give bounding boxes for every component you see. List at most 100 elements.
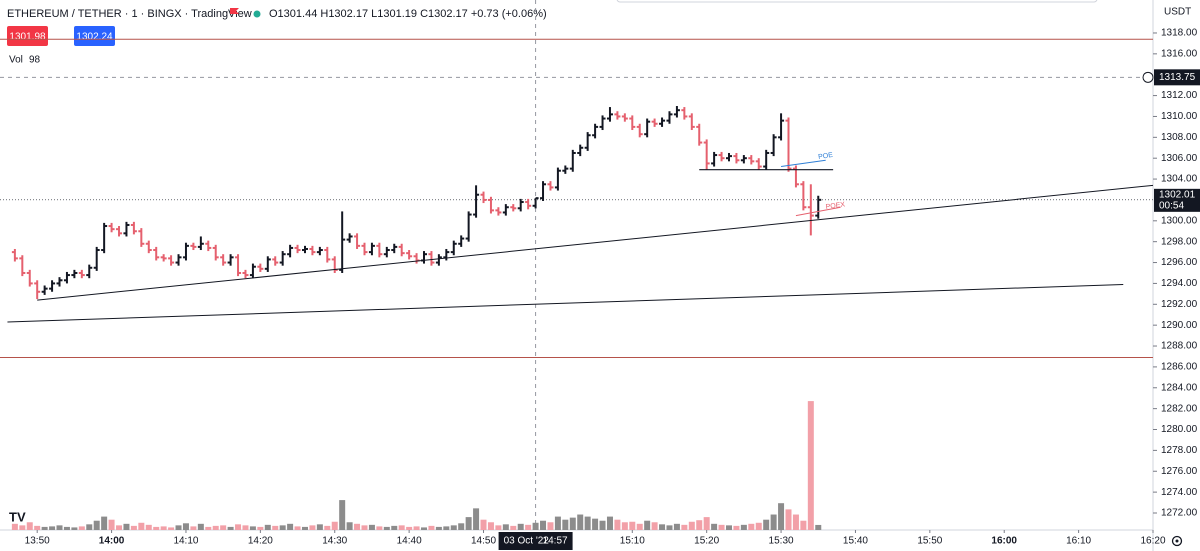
- volume-current: 98: [29, 55, 41, 66]
- y-tick-label: 1298.00: [1161, 236, 1198, 247]
- y-tick-label: 1318.00: [1161, 28, 1198, 39]
- y-tick-label: 1288.00: [1161, 341, 1198, 352]
- symbol-title: ETHEREUM / TETHER · 1 · BINGX · TradingV…: [7, 8, 252, 20]
- volume-bar: [272, 525, 279, 530]
- volume-bar: [49, 526, 56, 530]
- ohlc-bar: [770, 134, 777, 157]
- x-tick-label: 15:30: [769, 536, 794, 547]
- volume-bar: [770, 514, 777, 530]
- ohlc-bar: [11, 248, 18, 262]
- ohlc-bar: [264, 256, 271, 272]
- ohlc-bar: [49, 280, 56, 292]
- ohlc-bar: [428, 251, 435, 266]
- ohlc-bar: [108, 222, 115, 233]
- last-price-label: 1302.01: [1159, 189, 1196, 200]
- volume-bar: [78, 526, 85, 530]
- ohlc-bar: [220, 254, 227, 266]
- ohlc-bar: [517, 198, 524, 212]
- volume-bar: [182, 523, 189, 530]
- volume-bar: [413, 526, 420, 530]
- volume-bar: [145, 524, 152, 530]
- ohlc-bar: [101, 222, 108, 254]
- ohlc-bar: [510, 204, 517, 212]
- ohlc-bar: [301, 245, 308, 254]
- top-panel-edge: [616, 0, 1098, 3]
- ohlc-bar: [257, 263, 264, 272]
- ohlc-bar: [636, 123, 643, 138]
- volume-bar: [294, 526, 301, 530]
- settings-icon[interactable]: [1171, 535, 1183, 547]
- volume-bar: [168, 527, 175, 530]
- volume-bar: [532, 522, 539, 530]
- volume-bar: [443, 526, 450, 530]
- volume-bar: [659, 524, 666, 530]
- volume-bar: [577, 514, 584, 530]
- volume-bar: [220, 525, 227, 530]
- last-price-box: [1154, 188, 1200, 212]
- volume-bar: [651, 522, 658, 530]
- volume-bar: [257, 526, 264, 530]
- volume-bar: [562, 519, 569, 530]
- volume-bar: [480, 519, 487, 530]
- ohlc-bar: [673, 106, 680, 118]
- currency[interactable]: USDT: [1164, 7, 1191, 18]
- ohlc-bar: [406, 250, 413, 260]
- volume-bar: [725, 525, 732, 530]
- trend-line: [37, 184, 1154, 301]
- ohlc-bar: [614, 111, 621, 120]
- volume-bar: [34, 525, 41, 530]
- ohlc-bar: [190, 242, 197, 251]
- volume-bar: [696, 520, 703, 530]
- y-tick-label: 1284.00: [1161, 382, 1198, 393]
- x-tick-label: 15:10: [620, 536, 645, 547]
- x-tick-label: 16:10: [1066, 536, 1091, 547]
- ohlc-bar: [71, 269, 78, 279]
- ohlc-bar: [465, 211, 472, 242]
- crosshair-time: 14:57: [543, 536, 568, 547]
- volume-bar: [101, 516, 108, 530]
- volume-bar: [621, 522, 628, 530]
- x-tick-label: 15:20: [694, 536, 719, 547]
- x-tick-label: 14:10: [173, 536, 198, 547]
- volume-bar: [703, 517, 710, 530]
- x-tick-label: 14:50: [471, 536, 496, 547]
- volume-bar: [383, 526, 390, 530]
- ohlc-bar: [242, 269, 249, 279]
- svg-text:TV: TV: [9, 509, 26, 524]
- volume-bar: [740, 524, 747, 530]
- ohlc-bar: [435, 254, 442, 266]
- ohlc-bar: [398, 243, 405, 257]
- ohlc-bar: [629, 115, 636, 131]
- volume-bar: [428, 525, 435, 530]
- countdown-label: 00:54: [1159, 200, 1184, 211]
- y-tick-label: 1292.00: [1161, 299, 1198, 310]
- y-tick-label: 1308.00: [1161, 132, 1198, 143]
- ohlc-bar: [391, 243, 398, 254]
- volume-bar: [212, 525, 219, 530]
- ask-price: 1302.24: [76, 32, 113, 43]
- ohlc-bar: [145, 240, 152, 254]
- ohlc-bar: [212, 244, 219, 261]
- ohlc-bar: [659, 117, 666, 127]
- y-tick-label: 1312.00: [1161, 90, 1198, 101]
- bid-box[interactable]: [7, 26, 48, 46]
- ohlc-bar: [160, 254, 167, 262]
- add-alert-icon[interactable]: [1142, 71, 1154, 83]
- ohlc-bar: [495, 207, 502, 216]
- ohlc-bar: [197, 236, 204, 251]
- ohlc-bar: [227, 254, 234, 266]
- annotation-label: POEX: [825, 201, 846, 211]
- volume-bar: [41, 526, 48, 530]
- status-dot: [253, 10, 261, 18]
- volume-bar: [517, 523, 524, 530]
- volume-bar: [733, 525, 740, 530]
- y-tick-label: 1274.00: [1161, 487, 1198, 498]
- ohlc-bar: [562, 165, 569, 174]
- volume-bar: [309, 525, 316, 530]
- volume-bar: [71, 527, 78, 530]
- y-tick-label: 1276.00: [1161, 466, 1198, 477]
- ask-box[interactable]: [74, 26, 115, 46]
- volume-bar: [116, 525, 123, 530]
- volume-bar: [11, 523, 18, 530]
